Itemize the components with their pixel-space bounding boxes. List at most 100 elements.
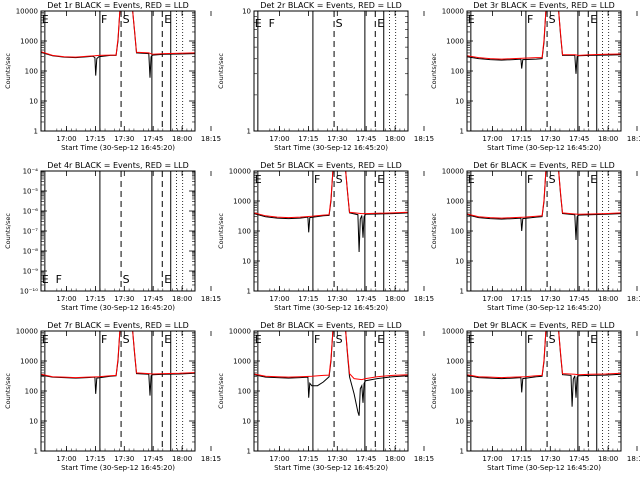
x-tick-label: 18:15 [627,135,640,143]
x-tick-label: 17:15 [511,295,531,303]
y-tick-label: 10⁻⁵ [23,188,39,196]
y-axis-label: Counts/sec [217,373,225,409]
y-tick-label: 10 [242,418,251,426]
marker-e: E [255,173,262,186]
marker-e: E [377,17,384,30]
x-tick-label: 18:00 [598,295,618,303]
y-axis-label: Counts/sec [430,373,438,409]
x-tick-label: 17:45 [356,135,376,143]
series-events [254,171,408,253]
x-tick-label: 18:15 [201,135,221,143]
x-tick-label: 18:15 [201,295,221,303]
plot-frame [40,170,196,292]
chart-panel-6: Det 6r BLACK = Events, RED = LLD Counts/s… [430,161,640,312]
x-tick-label: 18:15 [414,455,434,463]
x-tick-label: 18:15 [414,135,434,143]
marker-e: E [255,17,262,30]
plot-frame [466,330,622,452]
plot-frame [466,170,622,292]
series-events [467,11,621,74]
y-tick-label: 10⁻⁹ [23,268,39,276]
marker-e: E [377,173,384,186]
x-axis-label: Start Time (30-Sep-12 16:45:20) [61,304,175,312]
y-tick-label: 10⁻⁸ [23,248,39,256]
plot-frame [466,10,622,132]
chart-panel-2: Det 2r BLACK = Events, RED = LLD Counts/s… [217,1,434,152]
marker-f: F [101,333,107,346]
y-tick-label: 100 [25,68,38,76]
x-tick-label: 17:30 [327,135,347,143]
marker-e: E [590,333,597,346]
x-tick-label: 17:15 [511,135,531,143]
marker-f: F [527,13,533,26]
x-tick-label: 18:00 [172,455,192,463]
x-tick-label: 18:15 [201,455,221,463]
y-tick-label: 10000 [16,8,38,16]
event-lines [41,11,195,131]
marker-f: F [314,173,320,186]
x-tick-label: 18:15 [414,295,434,303]
chart-title: Det 3r BLACK = Events, RED = LLD [473,1,615,10]
marker-s: S [123,13,130,26]
chart-panel-7: Det 7r BLACK = Events, RED = LLD Counts/s… [4,321,221,472]
y-axis-label: Counts/sec [4,53,12,89]
plot-frame [253,170,409,292]
series-lld [467,331,621,379]
marker-s: S [123,273,130,286]
chart-title: Det 9r BLACK = Events, RED = LLD [473,321,615,330]
y-tick-label: 10 [242,8,251,16]
y-tick-label: 100 [451,68,464,76]
marker-e: E [468,173,475,186]
marker-s: S [336,333,343,346]
event-lines [467,11,621,131]
x-tick-label: 17:30 [540,135,560,143]
chart-title: Det 4r BLACK = Events, RED = LLD [47,161,189,170]
y-tick-label: 1000 [20,358,38,366]
x-tick-label: 17:15 [85,295,105,303]
y-axis-label: Counts/sec [217,53,225,89]
y-tick-label: 1 [460,448,464,456]
marker-f: F [314,333,320,346]
series-lld [467,11,621,60]
y-tick-label: 10⁻¹⁰ [20,288,38,296]
x-tick-label: 18:15 [627,295,640,303]
x-tick-label: 17:30 [114,295,134,303]
plot-frame [253,10,409,132]
series-lld [254,331,408,381]
marker-s: S [549,333,556,346]
y-tick-label: 10 [455,258,464,266]
marker-e: E [164,333,171,346]
chart-panel-9: Det 9r BLACK = Events, RED = LLD Counts/s… [430,321,640,472]
y-tick-label: 1000 [446,198,464,206]
plot-frame [40,330,196,452]
x-tick-label: 18:00 [598,455,618,463]
chart-panel-4: Det 4r BLACK = Events, RED = LLD Counts/s… [4,161,221,312]
y-tick-label: 10 [455,418,464,426]
series-lld [41,11,195,58]
marker-e: E [164,13,171,26]
y-tick-label: 10 [455,98,464,106]
y-tick-label: 10⁻⁴ [23,168,39,176]
series-events [467,171,621,241]
series-events [467,331,621,407]
marker-e: E [590,173,597,186]
y-tick-label: 1000 [20,38,38,46]
x-tick-label: 17:00 [56,295,76,303]
x-tick-label: 17:15 [85,135,105,143]
x-tick-label: 17:30 [327,295,347,303]
event-lines [467,171,621,291]
y-tick-label: 1 [34,448,38,456]
marker-f: F [527,173,533,186]
chart-panel-3: Det 3r BLACK = Events, RED = LLD Counts/s… [430,1,640,152]
marker-e: E [468,333,475,346]
x-tick-label: 17:15 [298,135,318,143]
x-tick-label: 17:30 [327,455,347,463]
y-tick-label: 100 [238,388,251,396]
x-axis-label: Start Time (30-Sep-12 16:45:20) [61,144,175,152]
marker-e: E [377,333,384,346]
x-tick-label: 17:15 [511,455,531,463]
chart-title: Det 5r BLACK = Events, RED = LLD [260,161,402,170]
marker-e: E [42,13,49,26]
x-tick-label: 17:45 [143,295,163,303]
